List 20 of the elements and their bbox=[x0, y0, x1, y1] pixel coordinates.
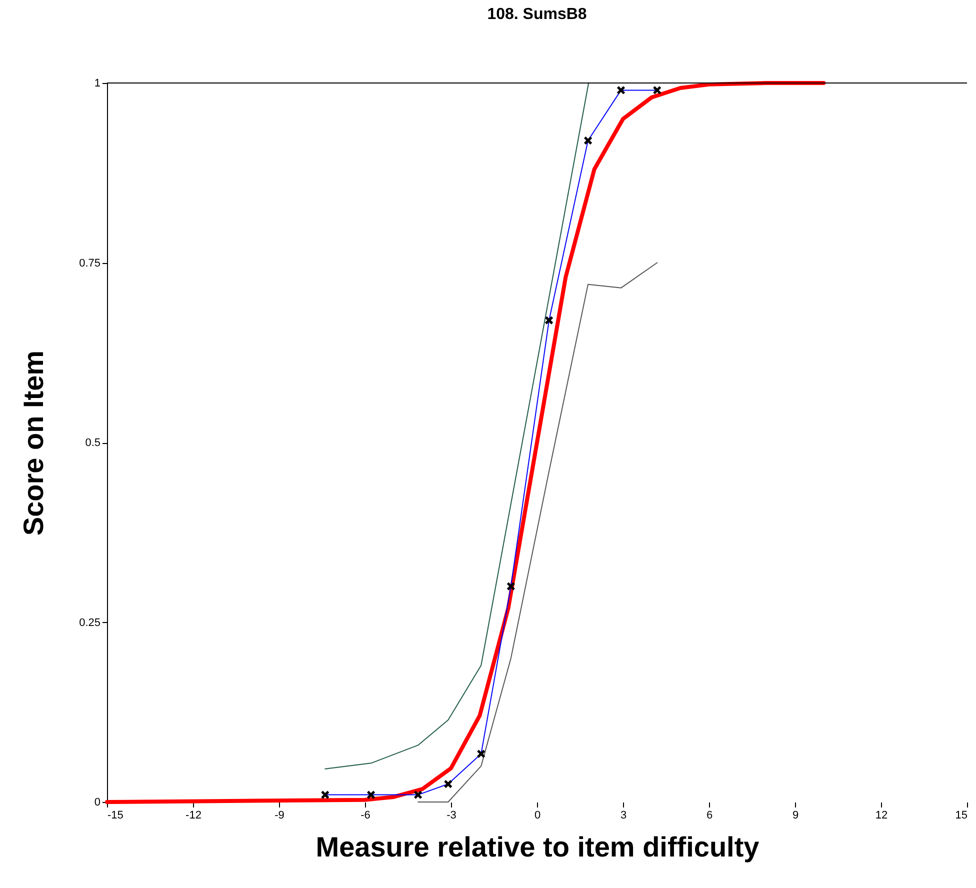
y-tick-label: 0.75 bbox=[79, 257, 100, 270]
x-tick-label: -15 bbox=[108, 810, 124, 822]
x-axis-title: Measure relative to item difficulty bbox=[316, 832, 760, 862]
line-series bbox=[418, 262, 658, 802]
x-tick-label: 9 bbox=[792, 810, 799, 822]
x-tick-label: 3 bbox=[620, 810, 627, 822]
x-tick-label: 6 bbox=[706, 810, 713, 822]
y-tick-label: 0 bbox=[94, 796, 100, 808]
x-tick-label: 12 bbox=[875, 810, 888, 822]
y-tick-label: 1 bbox=[94, 78, 100, 90]
x-tick-label: -3 bbox=[446, 810, 456, 822]
x-tick-label: 0 bbox=[534, 810, 541, 822]
x-tick-label: -12 bbox=[186, 810, 202, 822]
y-axis-title: Score on Item bbox=[18, 350, 50, 536]
y-tick-label: 0.25 bbox=[79, 616, 100, 629]
x-tick-label: 15 bbox=[955, 810, 968, 822]
chart-title: 108. SumsB8 bbox=[487, 6, 587, 23]
x-tick-label: -9 bbox=[274, 810, 284, 822]
x-tick-label: -6 bbox=[360, 810, 370, 822]
y-tick-label: 0.5 bbox=[85, 437, 100, 449]
